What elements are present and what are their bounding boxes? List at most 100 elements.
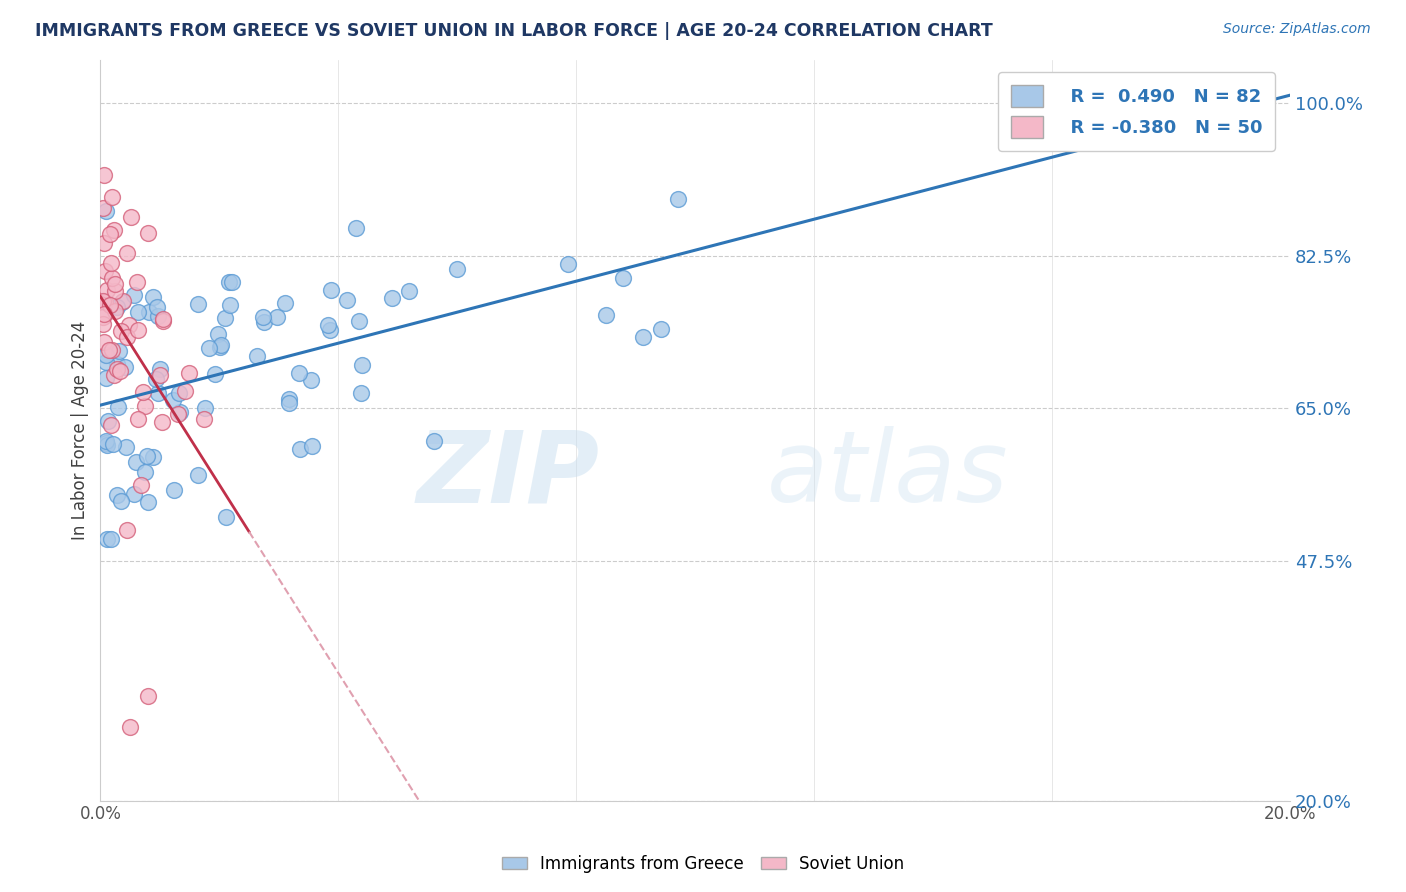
Point (163, 483, 186, 498)
Point (96, 348, 118, 362)
Point (134, 399, 156, 413)
Text: Source: ZipAtlas.com: Source: ZipAtlas.com (1223, 22, 1371, 37)
Point (1101, 96, 1123, 111)
Point (93, 334, 115, 349)
Point (91, 317, 114, 331)
Point (104, 277, 127, 291)
Point (319, 323, 342, 337)
Point (347, 314, 370, 328)
Point (352, 358, 374, 372)
Point (93, 235, 115, 250)
Point (204, 367, 226, 381)
Point (422, 434, 444, 448)
Point (138, 305, 160, 319)
Point (194, 401, 217, 416)
Point (129, 478, 152, 492)
Point (138, 226, 160, 240)
Point (108, 344, 131, 359)
Point (96, 532, 118, 546)
Point (118, 318, 141, 333)
Text: atlas: atlas (766, 426, 1008, 523)
Point (93, 168, 115, 182)
Point (319, 283, 342, 297)
Point (120, 719, 142, 733)
Point (666, 192, 689, 206)
Point (127, 305, 149, 319)
Point (149, 368, 172, 382)
Point (136, 689, 159, 703)
Point (100, 256, 122, 270)
Point (94, 295, 117, 310)
Point (105, 488, 128, 502)
Point (120, 211, 142, 225)
Point (266, 310, 288, 324)
Text: ZIP: ZIP (418, 426, 600, 523)
Point (111, 294, 134, 309)
Point (557, 258, 579, 272)
Point (122, 288, 145, 302)
Y-axis label: In Labor Force | Age 20-24: In Labor Force | Age 20-24 (72, 320, 89, 540)
Point (218, 275, 240, 289)
Point (127, 323, 149, 337)
Point (100, 417, 122, 432)
Point (125, 454, 148, 468)
Point (252, 310, 274, 324)
Point (246, 349, 269, 363)
Point (150, 416, 173, 430)
Point (117, 246, 139, 260)
Point (167, 386, 190, 401)
Point (117, 330, 139, 344)
Point (174, 384, 197, 398)
Point (193, 412, 215, 426)
Point (107, 401, 129, 415)
Point (301, 439, 323, 453)
Point (142, 450, 165, 464)
Point (274, 296, 297, 310)
Point (167, 407, 190, 421)
Point (136, 495, 159, 509)
Point (177, 366, 200, 380)
Point (91, 293, 114, 308)
Point (98, 298, 121, 312)
Point (316, 318, 339, 332)
Point (187, 297, 209, 311)
Point (91, 310, 114, 324)
Point (110, 364, 132, 378)
Point (96, 371, 118, 385)
Point (96, 283, 118, 297)
Point (209, 338, 232, 352)
Point (105, 361, 128, 376)
Point (125, 275, 148, 289)
Point (111, 293, 134, 308)
Point (96, 355, 118, 369)
Point (344, 220, 367, 235)
Point (105, 357, 128, 371)
Point (152, 313, 174, 327)
Point (299, 373, 322, 387)
Point (290, 442, 312, 456)
Point (152, 311, 174, 326)
Point (100, 532, 122, 546)
Point (288, 366, 311, 380)
Point (110, 324, 132, 338)
Point (398, 285, 420, 299)
Point (101, 270, 124, 285)
Point (114, 359, 136, 374)
Point (149, 361, 172, 376)
Point (96, 434, 118, 448)
Point (146, 300, 169, 314)
Point (278, 396, 301, 410)
Point (103, 437, 125, 451)
Point (209, 340, 232, 354)
Point (115, 523, 138, 537)
Point (595, 309, 617, 323)
Point (218, 298, 240, 312)
Point (162, 392, 184, 407)
Point (612, 271, 634, 285)
Point (215, 510, 238, 524)
Point (103, 368, 125, 382)
Point (97, 414, 120, 428)
Point (146, 386, 169, 401)
Point (221, 275, 243, 289)
Point (104, 285, 127, 299)
